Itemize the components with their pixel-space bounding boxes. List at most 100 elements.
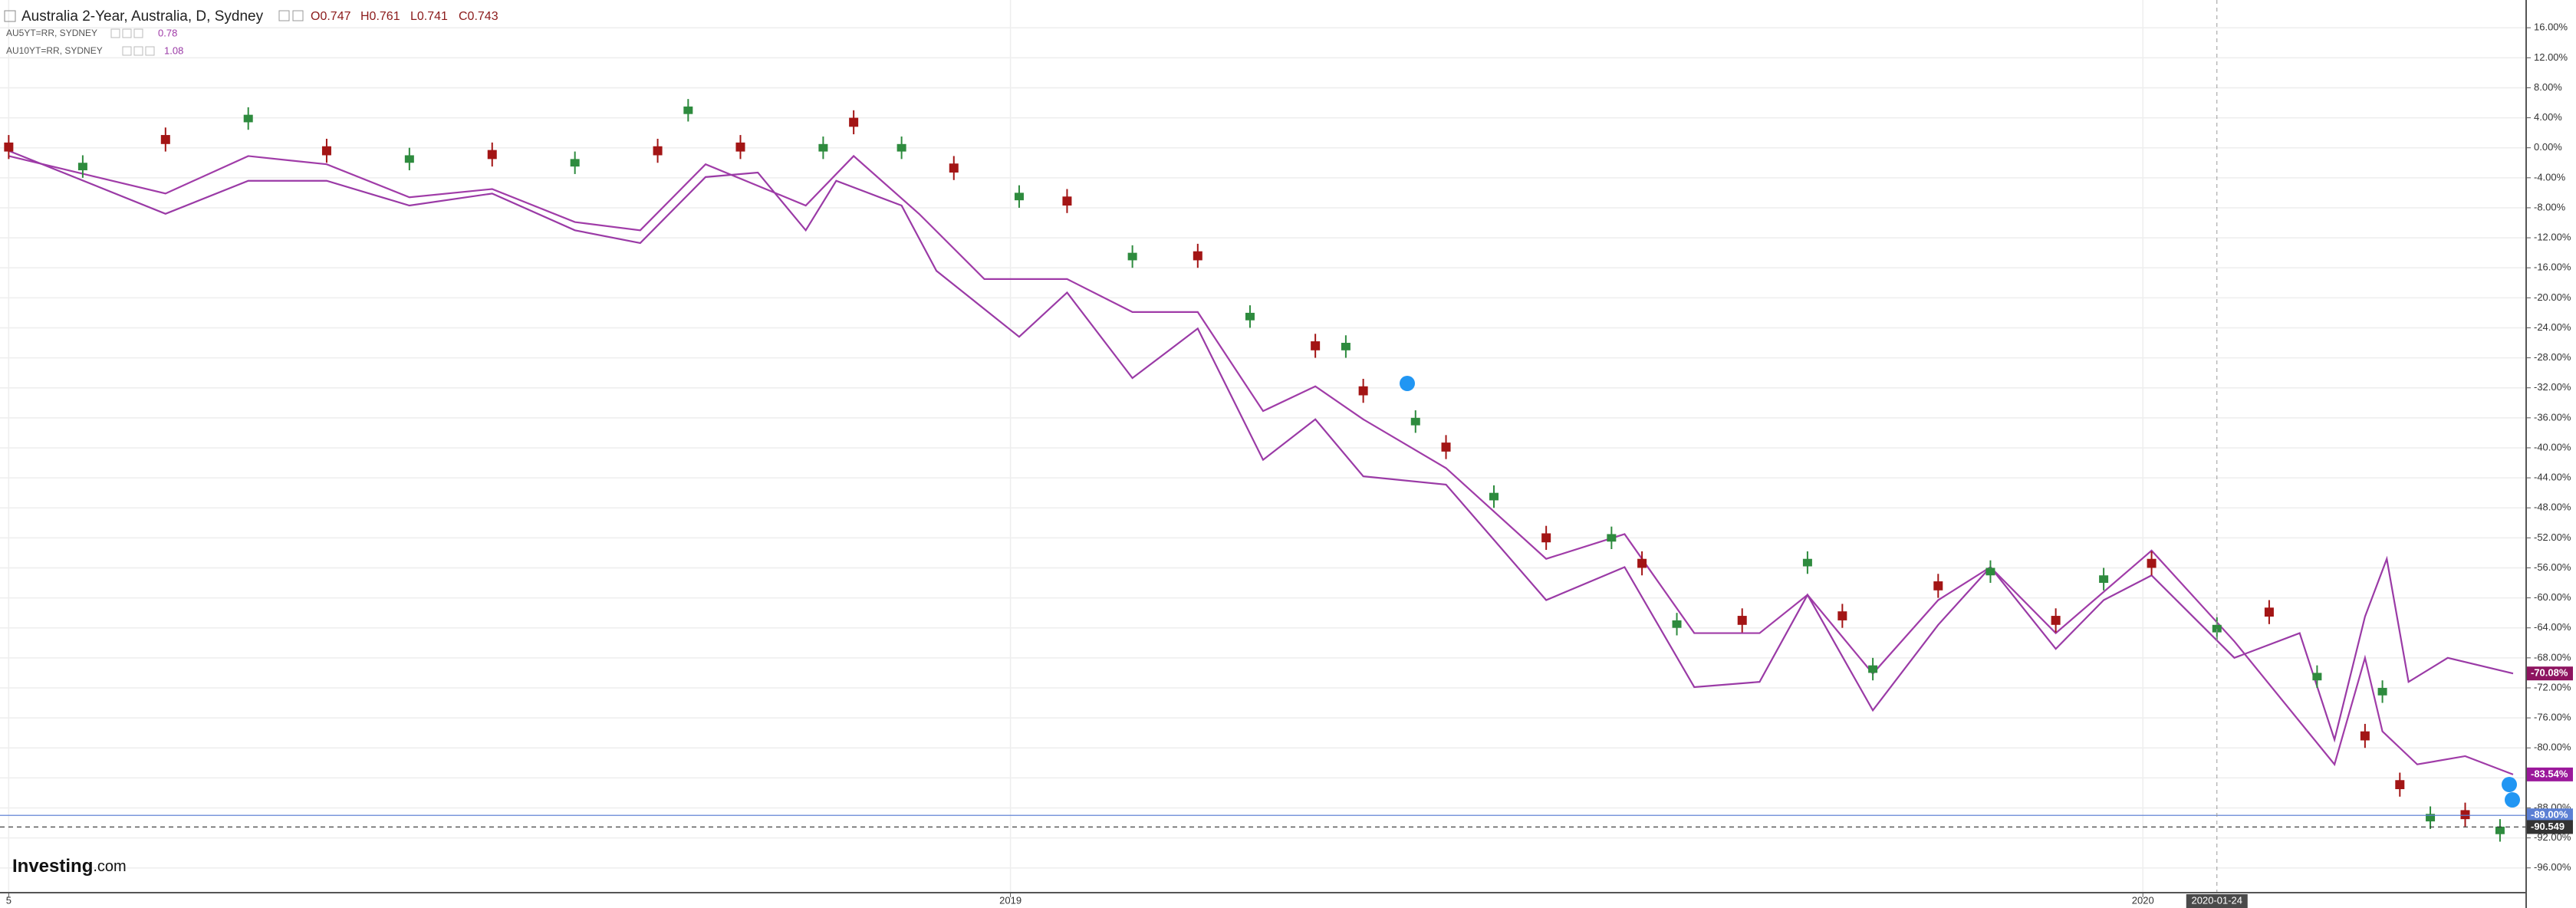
x-tick-label: 2019 — [999, 894, 1022, 906]
legend-value: 0.78 — [158, 27, 177, 38]
candle-body — [1441, 442, 1451, 452]
y-tick-label: 12.00% — [2534, 51, 2568, 63]
candle-body — [2360, 731, 2370, 741]
candle-body — [1193, 251, 1202, 261]
legend-icon[interactable] — [122, 46, 132, 56]
y-tick-label: 16.00% — [2534, 21, 2568, 33]
candle-body — [1311, 341, 1321, 350]
logo: Investing.com — [12, 856, 127, 877]
chart-title: Australia 2-Year, Australia, D, Sydney — [21, 8, 264, 25]
y-tick-label: -72.00% — [2534, 681, 2571, 693]
candle-body — [2426, 814, 2436, 822]
logo-suffix: .com — [93, 858, 126, 875]
candle-body — [2395, 780, 2405, 790]
price-label-box — [2527, 666, 2573, 681]
candle-body — [1245, 312, 1255, 321]
y-tick-label: -56.00% — [2534, 561, 2571, 573]
candle-body — [1489, 492, 1499, 501]
crosshair-label: 2020-01-24 — [2192, 894, 2243, 906]
y-tick-label: -28.00% — [2534, 351, 2571, 363]
y-tick-label: -52.00% — [2534, 531, 2571, 543]
legend-name: AU10YT=RR, SYDNEY — [6, 45, 103, 56]
legend-icon[interactable] — [133, 46, 143, 56]
candle-body — [1737, 616, 1747, 625]
candle-body — [735, 142, 745, 152]
ohlc-open: O0.747 — [311, 10, 351, 23]
y-tick-label: -8.00% — [2534, 201, 2566, 212]
candle-body — [2460, 810, 2470, 820]
event-marker[interactable] — [2502, 777, 2517, 792]
candle-body — [4, 142, 14, 152]
candle-body — [1637, 558, 1647, 568]
candle-body — [1933, 581, 1943, 591]
candle-body — [1868, 665, 1878, 673]
event-marker[interactable] — [2505, 792, 2520, 808]
candle-body — [243, 114, 253, 123]
event-markers — [1400, 376, 2520, 808]
y-tick-label: -16.00% — [2534, 262, 2571, 273]
y-tick-label: -40.00% — [2534, 441, 2571, 452]
legend-value: 1.08 — [164, 44, 183, 56]
candle-body — [2147, 558, 2157, 568]
y-tick-label: -60.00% — [2534, 591, 2571, 603]
legend-icon[interactable] — [122, 28, 132, 38]
y-tick-label: -64.00% — [2534, 621, 2571, 633]
grid — [0, 0, 2526, 893]
crosshair-label-box — [2186, 894, 2248, 908]
candle-body — [77, 163, 87, 171]
price-label: -70.08% — [2531, 667, 2568, 679]
candle-body — [1985, 568, 1995, 576]
legend-name: AU5YT=RR, SYDNEY — [6, 28, 97, 38]
candle-body — [2495, 826, 2505, 834]
collapse-icon[interactable] — [4, 10, 16, 22]
legend-icon[interactable] — [110, 28, 120, 38]
candle-body — [1062, 196, 1072, 206]
candle-body — [160, 135, 170, 144]
y-tick-label: -4.00% — [2534, 171, 2566, 183]
candle-body — [1607, 534, 1617, 542]
close-icon[interactable] — [292, 10, 304, 21]
y-tick-label: 0.00% — [2534, 141, 2562, 153]
y-tick-label: 8.00% — [2534, 81, 2562, 93]
y-tick-label: -68.00% — [2534, 651, 2571, 663]
price-label-box — [2527, 767, 2573, 781]
line-series — [8, 154, 2514, 775]
candle-body — [321, 146, 331, 156]
candle-body — [2051, 616, 2061, 625]
price-label: -89.00% — [2531, 809, 2568, 821]
y-tick-label: -20.00% — [2534, 291, 2571, 303]
candle-body — [1014, 192, 1024, 201]
y-tick-label: -24.00% — [2534, 321, 2571, 333]
y-tick-label: -96.00% — [2534, 861, 2571, 873]
y-tick-label: -12.00% — [2534, 232, 2571, 243]
price-label: -90.549 — [2531, 821, 2564, 832]
y-tick-label: -80.00% — [2534, 742, 2571, 753]
y-tick-label: -44.00% — [2534, 472, 2571, 483]
candle-body — [2264, 607, 2274, 617]
candle-body — [1341, 343, 1351, 350]
candle-body — [1802, 558, 1812, 567]
candle-body — [653, 146, 663, 156]
axes: 16.00% 12.00% 8.00% 4.00% 0.00% -4.00% -8.00% -… — [6, 21, 2573, 908]
legend-icon[interactable] — [133, 28, 143, 38]
settings-icon[interactable] — [278, 10, 290, 21]
y-tick-label: -32.00% — [2534, 381, 2571, 393]
event-marker[interactable] — [1400, 376, 1415, 391]
y-tick-label: -92.00% — [2534, 831, 2571, 843]
candle-body — [949, 163, 959, 173]
candle-body — [570, 159, 580, 167]
logo-main: Investing — [12, 856, 93, 877]
logo-text: Investing.com — [12, 856, 127, 877]
x-tick-label: 2020 — [2132, 894, 2154, 906]
price-label-box — [2527, 808, 2573, 823]
ohlc-low: L0.741 — [410, 10, 448, 23]
candle-body — [897, 143, 906, 152]
ohlc-high: H0.761 — [360, 10, 400, 23]
ohlc-close: C0.743 — [459, 10, 498, 23]
x-tick-label: 5 — [6, 894, 12, 906]
y-tick-label: 4.00% — [2534, 111, 2562, 123]
candle-body — [1410, 417, 1420, 426]
header: Australia 2-Year, Australia, D, Sydney O… — [4, 8, 498, 56]
legend-icon[interactable] — [145, 46, 155, 56]
